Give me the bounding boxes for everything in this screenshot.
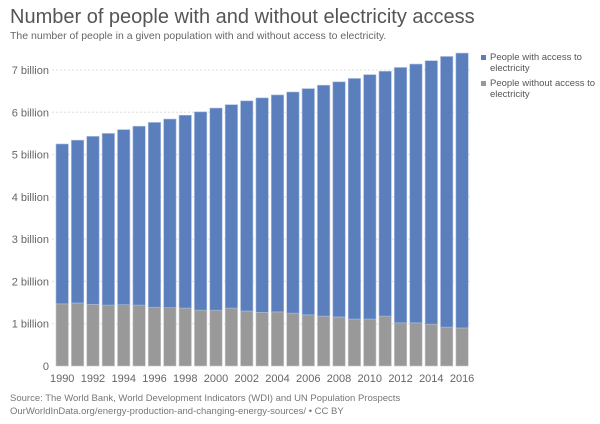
x-tick-label: 2008 — [327, 373, 351, 385]
bar-without-access-2002[interactable] — [240, 310, 254, 367]
y-tick-label: 2 billion — [12, 276, 49, 288]
bar-with-access-2003[interactable] — [255, 97, 269, 313]
bar-with-access-1998[interactable] — [178, 114, 192, 309]
bar-without-access-2012[interactable] — [394, 322, 408, 367]
bar-with-access-2006[interactable] — [301, 88, 315, 316]
chart-title: Number of people with and without electr… — [10, 6, 475, 28]
bar-without-access-1998[interactable] — [178, 307, 192, 367]
bar-with-access-1995[interactable] — [132, 125, 146, 306]
bar-without-access-2009[interactable] — [347, 318, 361, 367]
y-tick-label: 4 billion — [12, 192, 49, 204]
bar-with-access-2010[interactable] — [363, 74, 377, 320]
y-axis-ticks: 0 1 billion 2 billion 3 billion 4 billion 5 b… — [12, 65, 49, 373]
bar-with-access-1990[interactable] — [55, 143, 69, 305]
bar-with-access-2014[interactable] — [424, 60, 438, 325]
bar-without-access-2007[interactable] — [317, 315, 331, 367]
bar-with-access-2005[interactable] — [286, 91, 300, 314]
bar-with-access-1996[interactable] — [147, 122, 161, 308]
bar-without-access-2015[interactable] — [440, 326, 454, 367]
x-axis-ticks: 1990 1992 1994 1996 1998 2000 2002 2004 2006 2008… — [50, 373, 474, 385]
bar-without-access-2000[interactable] — [209, 309, 223, 367]
bar-with-access-1993[interactable] — [101, 133, 115, 306]
x-tick-label: 1998 — [173, 373, 197, 385]
legend-item-with-access[interactable]: People with access to electricity — [481, 52, 596, 74]
bar-with-access-2011[interactable] — [378, 70, 392, 317]
x-tick-label: 2016 — [450, 373, 474, 385]
legend-label: People without access to electricity — [490, 78, 596, 100]
bar-without-access-2006[interactable] — [301, 314, 315, 367]
x-tick-label: 1996 — [142, 373, 166, 385]
bar-without-access-2013[interactable] — [409, 322, 423, 367]
y-tick-label: 0 — [43, 361, 49, 373]
x-tick-label: 2002 — [235, 373, 259, 385]
legend-swatch-without-access — [481, 81, 486, 86]
source-link[interactable]: OurWorldInData.org/energy-production-and… — [10, 405, 344, 417]
x-tick-label: 1994 — [111, 373, 135, 385]
legend-label: People with access to electricity — [490, 52, 582, 74]
bar-with-access-2007[interactable] — [317, 84, 331, 317]
chart-subtitle: The number of people in a given populati… — [10, 30, 387, 42]
bar-with-access-2001[interactable] — [224, 104, 238, 309]
bar-without-access-1992[interactable] — [86, 303, 100, 367]
bar-without-access-1996[interactable] — [147, 306, 161, 367]
y-tick-label: 5 billion — [12, 150, 49, 162]
bar-with-access-2002[interactable] — [240, 100, 254, 312]
bar-with-access-2013[interactable] — [409, 63, 423, 324]
bar-with-access-1997[interactable] — [163, 118, 177, 308]
bar-without-access-1991[interactable] — [71, 302, 85, 367]
bar-without-access-1990[interactable] — [55, 303, 69, 367]
bar-without-access-1999[interactable] — [194, 309, 208, 367]
bar-without-access-2003[interactable] — [255, 311, 269, 367]
legend-item-without-access[interactable]: People without access to electricity — [481, 78, 596, 100]
bar-with-access-1999[interactable] — [194, 111, 208, 311]
legend-swatch-with-access — [481, 55, 486, 60]
x-tick-label: 2004 — [265, 373, 289, 385]
bar-with-access-2009[interactable] — [347, 78, 361, 320]
bar-without-access-1997[interactable] — [163, 307, 177, 367]
bar-with-access-2000[interactable] — [209, 107, 223, 311]
bar-with-access-2012[interactable] — [394, 67, 408, 324]
bar-with-access-2004[interactable] — [271, 94, 285, 313]
source-note: Source: The World Bank, World Developmen… — [10, 393, 400, 418]
bar-with-access-1994[interactable] — [117, 129, 131, 305]
bar-with-access-1992[interactable] — [86, 136, 100, 305]
y-tick-label: 6 billion — [12, 107, 49, 119]
y-tick-label: 1 billion — [12, 319, 49, 331]
x-tick-label: 2000 — [204, 373, 228, 385]
source-text: Source: The World Bank, World Developmen… — [10, 393, 401, 404]
bar-without-access-1995[interactable] — [132, 304, 146, 367]
bar-with-access-2015[interactable] — [440, 56, 454, 328]
x-tick-label: 2012 — [388, 373, 412, 385]
x-tick-label: 1990 — [50, 373, 74, 385]
bar-without-access-2005[interactable] — [286, 312, 300, 367]
x-tick-label: 1992 — [81, 373, 105, 385]
x-tick-label: 2006 — [296, 373, 320, 385]
bar-with-access-1991[interactable] — [71, 139, 85, 304]
bar-without-access-2014[interactable] — [424, 323, 438, 367]
bar-without-access-2010[interactable] — [363, 318, 377, 367]
bars — [55, 52, 469, 367]
bar-without-access-2004[interactable] — [271, 311, 285, 367]
bar-with-access-2016[interactable] — [455, 52, 469, 329]
x-tick-label: 2010 — [358, 373, 382, 385]
y-tick-label: 3 billion — [12, 234, 49, 246]
bar-without-access-2008[interactable] — [332, 316, 346, 367]
x-tick-label: 2014 — [419, 373, 443, 385]
bar-without-access-1994[interactable] — [117, 304, 131, 367]
bar-without-access-2011[interactable] — [378, 315, 392, 367]
bar-without-access-2016[interactable] — [455, 327, 469, 367]
bar-with-access-2008[interactable] — [332, 81, 346, 318]
y-tick-label: 7 billion — [12, 65, 49, 77]
bar-without-access-1993[interactable] — [101, 304, 115, 367]
legend: People with access to electricity People… — [481, 52, 596, 104]
bar-without-access-2001[interactable] — [224, 307, 238, 367]
